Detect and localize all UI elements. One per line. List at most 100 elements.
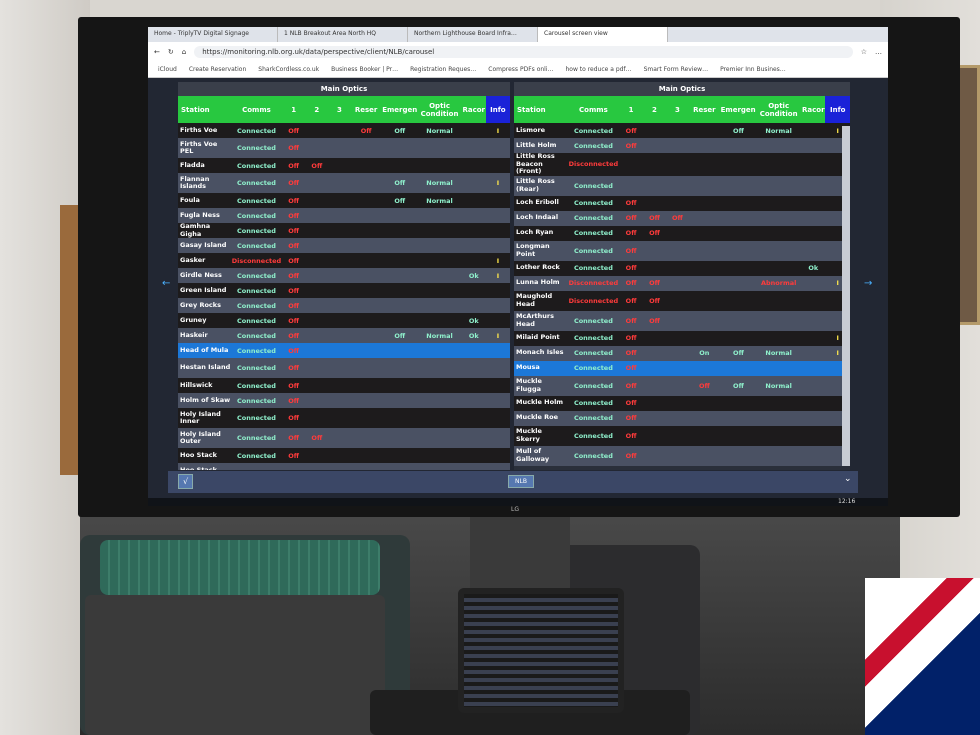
column-header[interactable]: Optic Condition: [756, 96, 802, 123]
bookmark[interactable]: Registration Reques…: [410, 65, 477, 73]
scrollbar[interactable]: [842, 126, 850, 466]
check-button[interactable]: √: [178, 474, 193, 489]
home-icon[interactable]: ⌂: [181, 47, 187, 56]
station-row[interactable]: Muckle Holm Connected Off: [514, 395, 850, 411]
station-row[interactable]: Hestan Island Connected Off: [178, 358, 510, 378]
station-row[interactable]: Loch Ryan Connected Off Off: [514, 225, 850, 241]
station-row[interactable]: Foula Connected Off Off Normal: [178, 193, 510, 208]
station-row[interactable]: Maughold Head Disconnected Off Off: [514, 290, 850, 311]
column-header[interactable]: 1: [619, 96, 643, 123]
cell-info: [485, 223, 510, 238]
cell-racor: [801, 345, 826, 361]
station-row[interactable]: Muckle Skerry Connected Off: [514, 425, 850, 446]
station-row[interactable]: Flannan Islands Connected Off Off Normal I: [178, 173, 510, 193]
back-icon[interactable]: ←: [154, 47, 160, 56]
station-row[interactable]: Firths Voe Connected Off Off Off Normal I: [178, 123, 510, 138]
nlb-button[interactable]: NLB: [508, 475, 534, 488]
station-row[interactable]: Fugla Ness Connected Off: [178, 208, 510, 223]
cell-3: [328, 193, 351, 208]
station-row[interactable]: Firths Voe PEL Connected Off: [178, 138, 510, 158]
column-header[interactable]: Info: [825, 96, 850, 123]
more-icon[interactable]: …: [875, 47, 882, 56]
bookmark[interactable]: Smart Form Review…: [643, 65, 709, 73]
cell-info: [485, 378, 510, 393]
bookmark[interactable]: Premier Inn Busines…: [720, 65, 786, 73]
column-header[interactable]: 2: [304, 96, 329, 123]
station-row[interactable]: Gruney Connected Off Ok: [178, 313, 510, 328]
column-header[interactable]: Comms: [566, 96, 620, 123]
station-row[interactable]: Loch Eriboll Connected Off: [514, 195, 850, 211]
station-row[interactable]: Mousa Connected Off: [514, 360, 850, 376]
column-header[interactable]: Comms: [230, 96, 283, 123]
bookmark[interactable]: Business Booker | Pr…: [331, 65, 399, 73]
station-row[interactable]: Fladda Connected Off Off: [178, 158, 510, 173]
station-row[interactable]: Loch Indaal Connected Off Off Off: [514, 210, 850, 226]
bookmark[interactable]: Compress PDFs onli…: [488, 65, 554, 73]
cell-3: [328, 283, 351, 298]
favorite-icon[interactable]: ☆: [860, 47, 867, 56]
station-row[interactable]: Little Ross Beacon (Front) Disconnected: [514, 153, 850, 176]
station-row[interactable]: Longman Point Connected Off: [514, 240, 850, 261]
column-header[interactable]: 1: [282, 96, 305, 123]
station-row[interactable]: Little Holm Connected Off: [514, 138, 850, 153]
browser-tab-active[interactable]: Carousel screen view: [538, 27, 668, 42]
column-header[interactable]: 3: [328, 96, 351, 123]
station-row[interactable]: Holy Island Inner Connected Off: [178, 408, 510, 428]
station-row[interactable]: Grey Rocks Connected Off: [178, 298, 510, 313]
station-row[interactable]: Gasker Disconnected Off I: [178, 253, 510, 268]
station-row[interactable]: Lunna Holm Disconnected Off Off Abnormal I: [514, 275, 850, 291]
station-row[interactable]: McArthurs Head Connected Off Off: [514, 310, 850, 331]
column-header[interactable]: Emergenc: [720, 96, 757, 123]
station-row[interactable]: Little Ross (Rear) Connected: [514, 175, 850, 196]
cell-emergenc: [382, 408, 418, 428]
station-row[interactable]: Head of Mula Connected Off: [178, 343, 510, 358]
station-row[interactable]: Haskeir Connected Off Off Normal Ok I: [178, 328, 510, 343]
column-header[interactable]: 2: [642, 96, 667, 123]
column-header[interactable]: 3: [666, 96, 689, 123]
chevron-down-icon[interactable]: ⌄: [844, 474, 852, 484]
cell-comms: Connected: [230, 208, 283, 223]
cell-comms: Connected: [566, 175, 620, 196]
cell-2: [304, 138, 329, 158]
next-arrow-icon[interactable]: →: [864, 278, 873, 289]
station-row[interactable]: Holy Island Outer Connected Off Off: [178, 428, 510, 448]
bookmark[interactable]: iCloud: [158, 65, 177, 73]
column-header[interactable]: Station: [178, 96, 231, 123]
station-row[interactable]: Green Island Connected Off: [178, 283, 510, 298]
station-row[interactable]: Mull of Galloway Connected Off: [514, 445, 850, 466]
url-input[interactable]: https://monitoring.nlb.org.uk/data/persp…: [194, 45, 853, 58]
prev-arrow-icon[interactable]: ←: [162, 278, 171, 289]
column-header[interactable]: Optic Condition: [417, 96, 462, 123]
column-header[interactable]: Reser: [688, 96, 721, 123]
station-row[interactable]: Hillswick Connected Off: [178, 378, 510, 393]
cell-racor: [801, 425, 826, 446]
bookmark[interactable]: SharkCordless.co.uk: [258, 65, 320, 73]
station-name: Mull of Galloway: [514, 445, 567, 466]
station-row[interactable]: Lismore Connected Off Off Normal I: [514, 123, 850, 138]
bookmark[interactable]: how to reduce a pdf…: [565, 65, 632, 73]
station-row[interactable]: Monach Isles Connected Off On Off Normal I: [514, 345, 850, 361]
station-row[interactable]: Hoo Stack Connected Off: [178, 448, 510, 463]
station-row[interactable]: Milaid Point Connected Off I: [514, 330, 850, 346]
column-header[interactable]: Emergenc: [382, 96, 418, 123]
station-row[interactable]: Gamhna Gigha Connected Off: [178, 223, 510, 238]
refresh-icon[interactable]: ↻: [167, 47, 174, 56]
station-row[interactable]: Muckle Flugga Connected Off Off Off Normal: [514, 375, 850, 396]
station-row[interactable]: Lother Rock Connected Off Ok: [514, 260, 850, 276]
station-row[interactable]: Holm of Skaw Connected Off: [178, 393, 510, 408]
browser-tab[interactable]: Northern Lighthouse Board Infra…: [408, 27, 538, 42]
bookmark[interactable]: Create Reservation: [188, 65, 247, 73]
cell-2: [642, 410, 667, 426]
column-header[interactable]: Info: [485, 96, 510, 123]
column-header[interactable]: Station: [514, 96, 567, 123]
browser-tab[interactable]: 1 NLB Breakout Area North HQ: [278, 27, 408, 42]
station-row[interactable]: Girdle Ness Connected Off Ok I: [178, 268, 510, 283]
station-row[interactable]: Hoo Stack: [178, 463, 510, 470]
browser-tab[interactable]: Home - TriplyTV Digital Signage: [148, 27, 278, 42]
column-header[interactable]: Racor: [801, 96, 826, 123]
station-row[interactable]: Gasay Island Connected Off: [178, 238, 510, 253]
column-header[interactable]: Racor: [461, 96, 486, 123]
cell-comms: Connected: [230, 158, 283, 173]
station-row[interactable]: Muckle Roe Connected Off: [514, 410, 850, 426]
column-header[interactable]: Reser: [350, 96, 383, 123]
